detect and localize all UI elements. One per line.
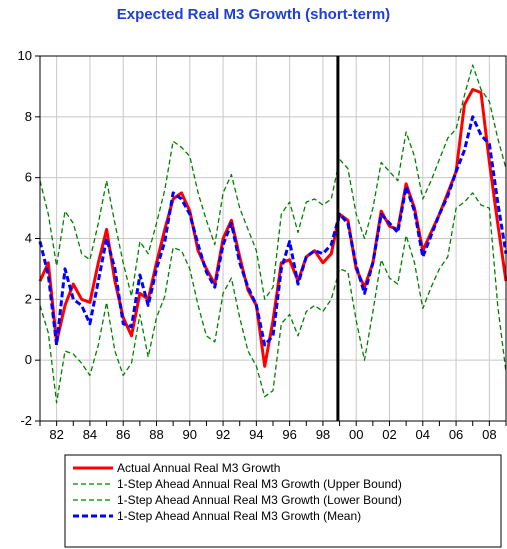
y-tick-label: 2 — [25, 291, 32, 306]
y-tick-label: 4 — [25, 231, 32, 246]
legend: Actual Annual Real M3 Growth 1-Step Ahead… — [64, 454, 502, 548]
x-tick-label: 86 — [116, 427, 130, 442]
series-line-3 — [38, 115, 507, 347]
chart-title: Expected Real M3 Growth (short-term) — [116, 6, 391, 23]
y-tick-label: 6 — [25, 170, 32, 185]
legend-label-3: 1-Step Ahead Annual Real M3 Growth (Mean… — [117, 509, 361, 523]
x-tick-label: 06 — [449, 427, 463, 442]
y-tick-label: -2 — [20, 413, 32, 428]
legend-label-2: 1-Step Ahead Annual Real M3 Growth (Lowe… — [117, 493, 402, 507]
x-tick-label: 98 — [316, 427, 330, 442]
x-tick-label: 02 — [382, 427, 396, 442]
series-lines — [38, 64, 507, 404]
x-tick-label: 96 — [282, 427, 296, 442]
legend-label-1: 1-Step Ahead Annual Real M3 Growth (Uppe… — [117, 477, 402, 491]
x-tick-label: 84 — [83, 427, 97, 442]
x-tick-label: 92 — [216, 427, 230, 442]
y-tick-label: 10 — [18, 48, 32, 63]
y-tick-label: 8 — [25, 109, 32, 124]
x-tick-label: 82 — [49, 427, 63, 442]
x-tick-label: 90 — [183, 427, 197, 442]
y-tick-label: 0 — [25, 352, 32, 367]
x-tick-label: 88 — [149, 427, 163, 442]
x-tick-label: 04 — [416, 427, 430, 442]
x-tick-label: 08 — [482, 427, 496, 442]
series-line-1 — [39, 64, 507, 300]
x-tick-label: 00 — [349, 427, 363, 442]
legend-label-0: Actual Annual Real M3 Growth — [117, 461, 280, 475]
x-tick-label: 94 — [249, 427, 263, 442]
legend-box — [64, 454, 502, 548]
grid-lines — [40, 55, 506, 422]
series-line-2 — [39, 192, 507, 404]
